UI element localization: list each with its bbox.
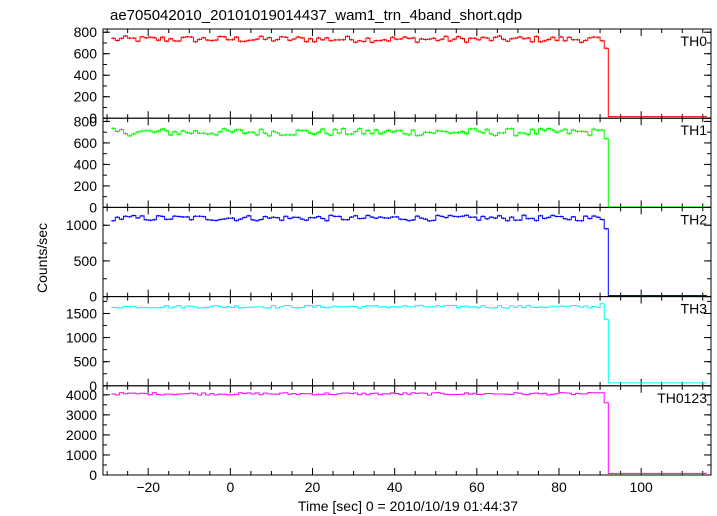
y-tick-label: 1000 (66, 447, 97, 463)
y-tick-label: 1000 (66, 217, 97, 233)
y-tick-label: 3000 (66, 407, 97, 423)
x-tick-label: 100 (629, 479, 653, 495)
panel-label: TH2 (681, 211, 708, 227)
y-tick-label: 1000 (66, 330, 97, 346)
y-tick-label: 0 (89, 378, 97, 394)
panel-label: TH0123 (657, 390, 707, 406)
y-tick-label: 0 (89, 199, 97, 215)
y-tick-label: 600 (74, 135, 98, 151)
panel-frame (102, 385, 712, 476)
y-tick-label: 0 (89, 110, 97, 126)
x-axis-label: Time [sec] 0 = 2010/10/19 01:44:37 (298, 498, 518, 514)
y-tick-label: 800 (74, 113, 98, 129)
x-axis: −20 0 20 40 60 80 100 (136, 479, 653, 495)
y-axis-label: Counts/sec (34, 223, 50, 293)
panels-group: 0 200 400 600 800 TH0 0 200 400 600 800 TH1 0 500 1000… (66, 24, 712, 483)
x-tick-label: 20 (305, 479, 321, 495)
y-tick-label: 400 (74, 67, 98, 83)
panel-label: TH3 (681, 301, 708, 317)
panel-th3: 0 500 1000 1500 TH3 (66, 296, 712, 394)
panel-th0123: 0 1000 2000 3000 4000 TH0123 (66, 385, 712, 483)
y-tick-label: 500 (74, 253, 98, 269)
series-line-th0123 (111, 392, 707, 474)
panel-label: TH1 (681, 122, 708, 138)
y-tick-label: 2000 (66, 427, 97, 443)
x-tick-label: 80 (551, 479, 567, 495)
y-tick-label: 1500 (66, 305, 97, 321)
series-line-th0 (111, 35, 707, 118)
x-tick-label: 0 (226, 479, 234, 495)
series-line-th2 (111, 214, 707, 296)
panel-th1: 0 200 400 600 800 TH1 (74, 113, 712, 215)
y-tick-label: 200 (74, 89, 98, 105)
x-tick-label: −20 (136, 479, 160, 495)
y-tick-label: 0 (89, 289, 97, 305)
panel-th0: 0 200 400 600 800 TH0 (74, 24, 712, 126)
x-tick-label: 40 (387, 479, 403, 495)
y-tick-label: 800 (74, 24, 98, 40)
series-line-th3 (111, 303, 707, 384)
chart-title: ae705042010_20101019014437_wam1_trn_4ban… (110, 7, 522, 24)
panel-th2: 0 500 1000 TH2 (66, 206, 712, 305)
panel-frame (102, 28, 712, 119)
y-tick-label: 600 (74, 46, 98, 62)
y-tick-label: 4000 (66, 387, 97, 403)
series-line-th1 (111, 127, 707, 208)
panel-frame (102, 296, 712, 387)
x-tick-label: 60 (469, 479, 485, 495)
y-tick-label: 400 (74, 156, 98, 172)
y-tick-label: 200 (74, 178, 98, 194)
y-tick-label: 0 (89, 467, 97, 483)
y-tick-label: 500 (74, 354, 98, 370)
panel-label: TH0 (681, 33, 708, 49)
panel-frame (102, 117, 712, 208)
